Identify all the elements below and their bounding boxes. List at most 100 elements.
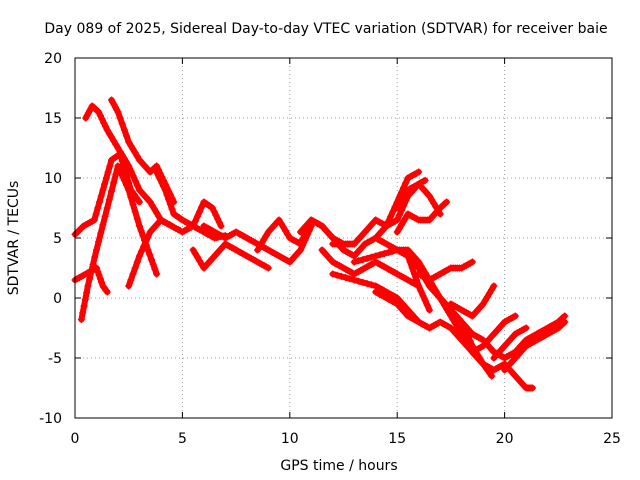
data-point-marker <box>103 288 111 296</box>
data-point-marker <box>123 172 131 180</box>
data-point-marker <box>191 217 199 225</box>
data-point-marker <box>284 230 292 238</box>
data-point-marker <box>397 197 405 205</box>
data-point-marker <box>350 276 358 284</box>
data-point-marker <box>408 264 416 272</box>
data-point-marker <box>376 290 384 298</box>
x-axis-label: GPS time / hours <box>280 458 397 474</box>
series-t8 <box>189 240 272 272</box>
data-point-marker <box>212 211 220 219</box>
data-point-marker <box>400 193 408 201</box>
data-point-marker <box>127 142 135 150</box>
data-point-marker <box>118 120 126 128</box>
data-point-marker <box>95 271 103 279</box>
data-point-marker <box>561 318 569 326</box>
data-point-marker <box>92 246 100 254</box>
data-point-marker <box>346 275 354 283</box>
data-point-marker <box>79 309 87 317</box>
series-t23 <box>425 282 569 362</box>
data-point-marker <box>415 282 423 290</box>
data-point-marker <box>350 258 358 266</box>
y-tick-label: -5 <box>48 351 62 367</box>
data-point-marker <box>355 257 363 265</box>
series-t13 <box>329 180 444 248</box>
data-point-marker <box>196 208 204 216</box>
series-t3 <box>71 264 111 296</box>
data-point-marker <box>131 149 139 157</box>
data-point-marker <box>114 162 122 170</box>
data-point-marker <box>395 211 403 219</box>
data-point-marker <box>86 275 94 283</box>
data-point-marker <box>529 384 537 392</box>
data-point-marker <box>166 200 174 208</box>
data-point-marker <box>91 253 99 261</box>
data-point-marker <box>415 264 423 272</box>
data-point-marker <box>400 217 408 225</box>
x-tick-label: 10 <box>281 431 299 447</box>
data-point-marker <box>147 256 155 264</box>
data-point-marker <box>125 282 133 290</box>
data-point-marker <box>94 204 102 212</box>
data-point-marker <box>149 260 157 268</box>
data-point-marker <box>83 289 91 297</box>
data-point-marker <box>129 200 137 208</box>
data-point-marker <box>112 140 120 148</box>
data-point-marker <box>468 258 476 266</box>
data-point-marker <box>468 342 476 350</box>
data-series-group <box>71 96 569 392</box>
data-point-marker <box>101 180 109 188</box>
data-point-marker <box>559 319 567 327</box>
data-point-marker <box>131 264 139 272</box>
data-point-marker <box>144 246 152 254</box>
data-point-marker <box>125 179 133 187</box>
series-line <box>426 283 568 361</box>
data-point-marker <box>430 199 438 207</box>
data-point-marker <box>297 246 305 254</box>
data-point-marker <box>522 324 530 332</box>
data-point-marker <box>118 151 126 159</box>
data-point-marker <box>423 301 431 309</box>
data-point-marker <box>486 289 494 297</box>
y-axis-label: SDTVAR / TECUs <box>6 181 22 296</box>
data-point-marker <box>419 292 427 300</box>
data-point-marker <box>105 130 113 138</box>
data-point-marker <box>333 271 341 279</box>
data-point-marker <box>254 246 262 254</box>
data-point-marker <box>84 282 92 290</box>
y-tick-label: 15 <box>44 111 62 127</box>
data-point-marker <box>189 222 197 230</box>
data-point-marker <box>260 235 268 243</box>
data-point-marker <box>153 209 161 217</box>
series-t6 <box>125 216 229 290</box>
data-point-marker <box>393 228 401 236</box>
data-point-marker <box>98 278 106 286</box>
data-point-marker <box>108 187 116 195</box>
data-point-marker <box>127 167 135 175</box>
data-point-marker <box>148 202 156 210</box>
data-point-marker <box>123 132 131 140</box>
data-point-marker <box>561 312 569 320</box>
data-point-marker <box>150 205 158 213</box>
data-point-marker <box>81 295 89 303</box>
data-point-marker <box>80 302 88 310</box>
data-point-marker <box>385 295 393 303</box>
data-point-marker <box>359 256 367 264</box>
data-point-marker <box>97 229 105 237</box>
data-point-marker <box>127 276 135 284</box>
data-point-marker <box>208 204 216 212</box>
data-point-marker <box>123 158 131 166</box>
data-point-marker <box>397 206 405 214</box>
data-point-marker <box>380 250 388 258</box>
data-point-marker <box>479 360 487 368</box>
data-point-marker <box>138 247 146 255</box>
data-point-marker <box>135 198 143 206</box>
data-point-marker <box>355 277 363 285</box>
x-tick-label: 25 <box>603 431 621 447</box>
data-point-marker <box>415 168 423 176</box>
data-point-marker <box>397 221 405 229</box>
data-point-marker <box>99 221 107 229</box>
data-point-marker <box>159 182 167 190</box>
data-point-marker <box>264 264 272 272</box>
data-point-marker <box>105 196 113 204</box>
data-point-marker <box>191 250 199 258</box>
